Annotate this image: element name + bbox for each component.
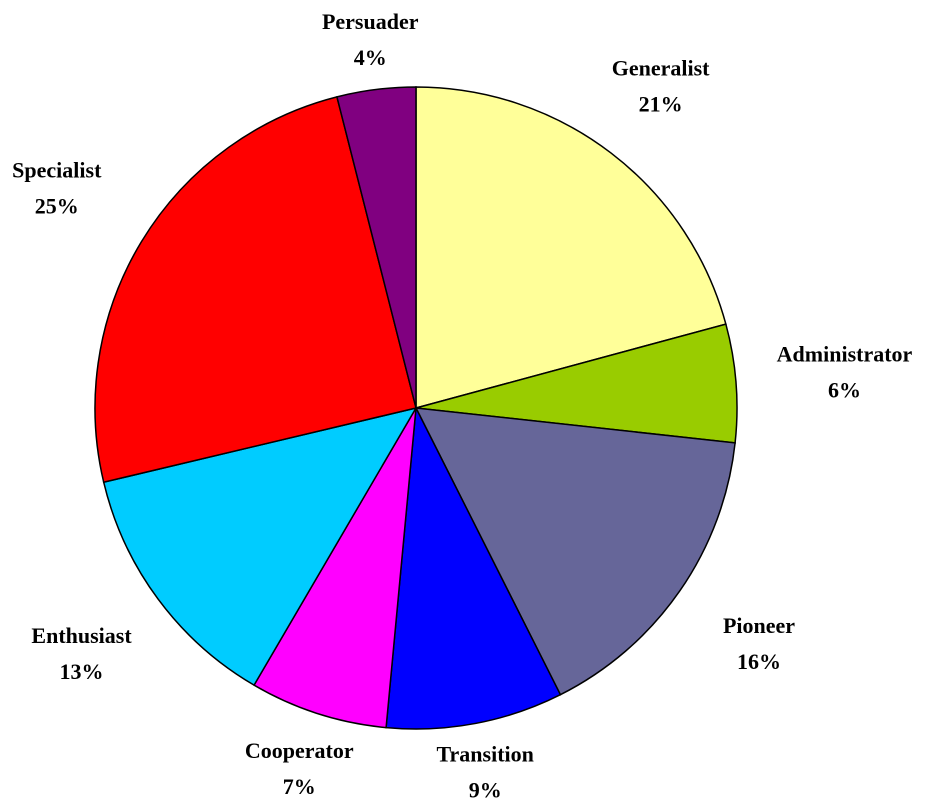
- slice-label: Persuader: [322, 9, 419, 34]
- pie-slice: [415, 323, 738, 444]
- pie-slice: [253, 407, 417, 729]
- slice-value-label: 7%: [283, 774, 316, 799]
- slice-value-label: 13%: [60, 659, 104, 684]
- slice-label: Administrator: [777, 342, 913, 367]
- pie-slice: [336, 86, 417, 409]
- slice-value-label: 4%: [354, 45, 387, 70]
- slice-label: Specialist: [12, 158, 102, 183]
- pie-slice: [414, 407, 736, 696]
- slice-value-label: 16%: [737, 649, 781, 674]
- slice-label: Generalist: [612, 55, 710, 80]
- pie-slice: [415, 86, 727, 409]
- pie-slice: [102, 406, 418, 687]
- pie-slice: [385, 405, 562, 730]
- slice-label: Cooperator: [245, 738, 354, 763]
- slice-value-label: 21%: [639, 91, 683, 116]
- slice-label: Pioneer: [723, 613, 795, 638]
- slice-label: Transition: [437, 742, 534, 767]
- slice-value-label: 9%: [469, 778, 502, 802]
- slice-value-label: 6%: [828, 378, 861, 403]
- slice-value-label: 25%: [35, 194, 79, 219]
- pie-slice: [94, 95, 417, 484]
- slice-label: Enthusiast: [31, 623, 132, 648]
